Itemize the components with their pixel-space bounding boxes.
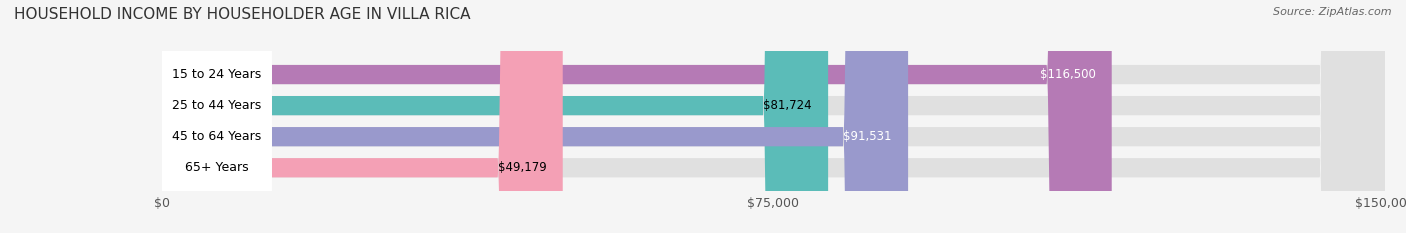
Text: $116,500: $116,500 (1039, 68, 1095, 81)
Text: 25 to 44 Years: 25 to 44 Years (172, 99, 262, 112)
FancyBboxPatch shape (162, 0, 271, 233)
Text: 65+ Years: 65+ Years (186, 161, 249, 174)
FancyBboxPatch shape (162, 0, 908, 233)
FancyBboxPatch shape (162, 0, 1385, 233)
FancyBboxPatch shape (162, 0, 1385, 233)
FancyBboxPatch shape (162, 0, 271, 233)
FancyBboxPatch shape (162, 0, 562, 233)
FancyBboxPatch shape (162, 0, 1112, 233)
Text: HOUSEHOLD INCOME BY HOUSEHOLDER AGE IN VILLA RICA: HOUSEHOLD INCOME BY HOUSEHOLDER AGE IN V… (14, 7, 471, 22)
Text: 45 to 64 Years: 45 to 64 Years (172, 130, 262, 143)
Text: $91,531: $91,531 (844, 130, 891, 143)
Text: Source: ZipAtlas.com: Source: ZipAtlas.com (1274, 7, 1392, 17)
Text: $49,179: $49,179 (498, 161, 547, 174)
FancyBboxPatch shape (162, 0, 271, 233)
FancyBboxPatch shape (162, 0, 271, 233)
FancyBboxPatch shape (162, 0, 1385, 233)
Text: $81,724: $81,724 (763, 99, 811, 112)
Text: 15 to 24 Years: 15 to 24 Years (172, 68, 262, 81)
FancyBboxPatch shape (162, 0, 828, 233)
FancyBboxPatch shape (162, 0, 1385, 233)
